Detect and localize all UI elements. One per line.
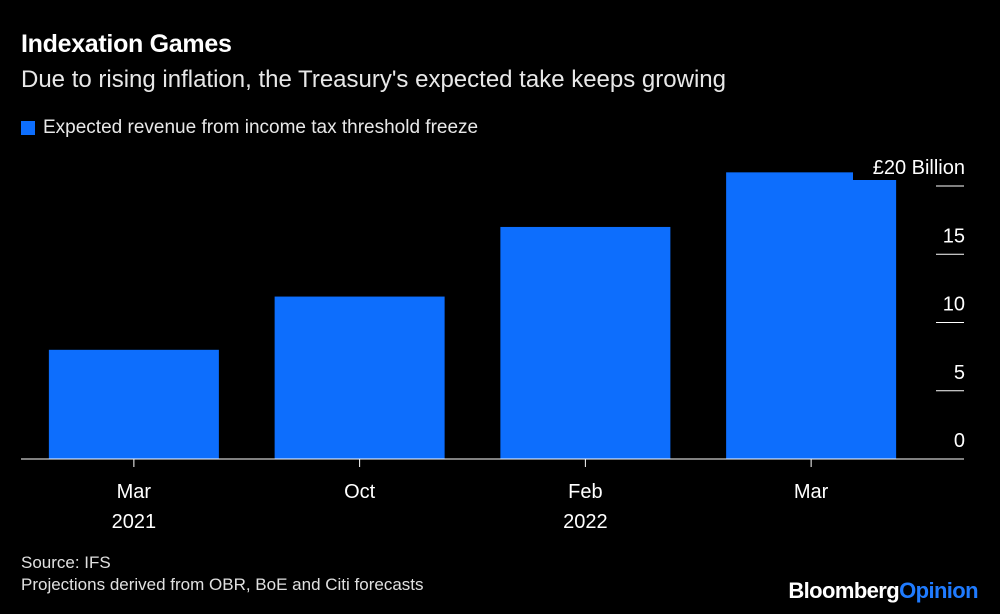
y-tick-label: 5	[954, 362, 965, 384]
chart-title: Indexation Games	[21, 30, 232, 58]
x-tick-label: Feb	[568, 481, 602, 503]
y-tick-label: 15	[943, 225, 965, 247]
y-tick-label: 10	[943, 294, 965, 316]
bar-4	[726, 172, 897, 459]
x-tick-year-label: 2022	[563, 511, 608, 533]
legend: Expected revenue from income tax thresho…	[21, 117, 478, 139]
source-line: Source: IFS	[21, 553, 111, 572]
brand-opinion: Opinion	[899, 578, 979, 603]
y-tick-label: 0	[954, 430, 965, 452]
bar-3	[500, 226, 671, 459]
source-note: Source: IFS Projections derived from OBR…	[21, 552, 424, 596]
bar-2	[274, 296, 445, 459]
x-tick-label: Mar	[794, 481, 829, 503]
brand-bloomberg: Bloomberg	[788, 578, 900, 603]
y-top-label-bg	[853, 152, 966, 180]
x-axis: Mar 2021 Oct Feb 2022 Mar	[21, 458, 964, 533]
chart-subtitle: Due to rising inflation, the Treasury's …	[21, 66, 726, 93]
legend-swatch	[21, 121, 35, 135]
x-tick-label: Mar	[117, 481, 152, 503]
bars-group	[48, 172, 897, 459]
y-axis: 0 5 10 15 £20 Billion	[853, 152, 966, 452]
legend-label: Expected revenue from income tax thresho…	[43, 117, 479, 138]
bar-1	[48, 349, 219, 459]
source-projections-line: Projections derived from OBR, BoE and Ci…	[21, 575, 424, 594]
x-tick-year-label: 2021	[112, 511, 157, 533]
y-tick-label: £20 Billion	[873, 157, 965, 179]
x-tick-label: Oct	[344, 481, 376, 503]
brand-logo: BloombergOpinion	[788, 578, 978, 604]
